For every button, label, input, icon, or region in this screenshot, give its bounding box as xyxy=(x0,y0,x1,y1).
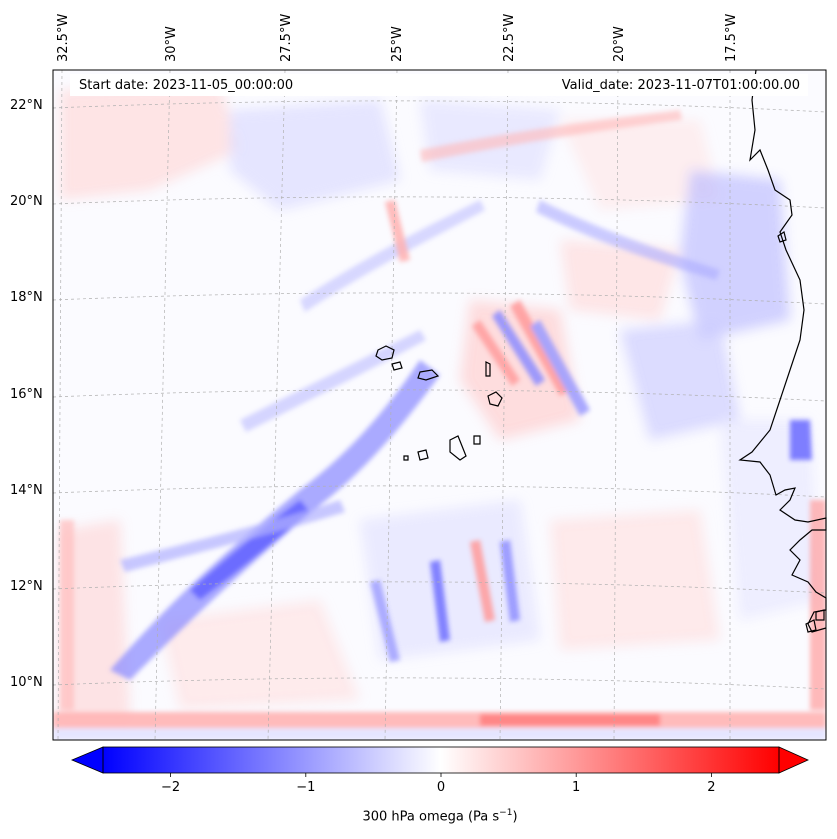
parallel-line xyxy=(53,292,826,305)
meridian-line xyxy=(267,70,286,740)
island-sao-vicente xyxy=(391,361,403,371)
omega-field xyxy=(53,85,826,740)
colorbar-label-sup: −1 xyxy=(499,808,513,818)
meridian-line xyxy=(613,70,619,740)
island-sao-nicolau xyxy=(417,369,440,381)
island-santiago xyxy=(449,435,467,461)
parallel-line xyxy=(53,389,826,402)
lat-tick-label: 16°N xyxy=(10,387,43,402)
map-frame xyxy=(52,69,827,741)
lon-tick-label: 22.5°W xyxy=(502,13,517,62)
island-boa-vista xyxy=(487,391,503,407)
info-strip xyxy=(70,74,808,96)
meridian-line xyxy=(384,70,398,740)
lat-tick-label: 14°N xyxy=(10,483,43,498)
parallel-line xyxy=(53,100,826,113)
island-brava xyxy=(403,455,409,461)
island-bijagos-3 xyxy=(777,231,787,243)
colorbar xyxy=(70,746,809,777)
colorbar-tick-label: −1 xyxy=(296,780,316,795)
lat-tick-label: 10°N xyxy=(10,675,43,690)
africa-coastline xyxy=(738,69,827,633)
lon-tick-label: 17.5°W xyxy=(724,13,739,62)
parallel-line xyxy=(53,485,826,498)
gridlines xyxy=(53,70,826,740)
island-bijagos-1 xyxy=(805,619,817,633)
parallel-line xyxy=(53,196,826,209)
colorbar-tick-label: 0 xyxy=(436,780,446,795)
colorbar-ticks xyxy=(170,773,712,777)
lat-tick-label: 12°N xyxy=(10,579,43,594)
meridian-line xyxy=(57,70,63,740)
meridian-line xyxy=(499,70,509,740)
valid-date-label: Valid_date: 2023-11-07T01:00:00.00 xyxy=(561,78,800,93)
lon-tick-label: 32.5°W xyxy=(56,13,71,62)
lat-tick-label: 20°N xyxy=(10,194,43,209)
lon-tick-label: 20°W xyxy=(612,26,627,62)
colorbar-tick-label: 1 xyxy=(572,780,581,795)
colorbar-tick-label: −2 xyxy=(161,780,181,795)
lat-tick-label: 18°N xyxy=(10,290,43,305)
parallel-line xyxy=(53,581,826,594)
island-maio xyxy=(473,435,481,445)
island-santo-antao xyxy=(375,345,395,361)
lon-tick-label: 27.5°W xyxy=(279,13,294,62)
start-date-label: Start date: 2023-11-05_00:00:00 xyxy=(79,78,294,93)
island-bijagos-2 xyxy=(815,609,825,621)
colorbar-tick-label: 2 xyxy=(707,780,716,795)
meridian-line xyxy=(154,70,171,740)
colorbar-extend-max xyxy=(778,746,809,774)
colorbar-label-main: 300 hPa omega (Pa s xyxy=(362,809,500,825)
island-fogo xyxy=(417,449,429,461)
island-sal xyxy=(485,361,491,377)
colorbar-label-tail: ) xyxy=(512,809,518,825)
parallel-line xyxy=(53,677,826,690)
colorbar-bar xyxy=(103,747,779,773)
coastlines xyxy=(375,69,827,633)
colorbar-extend-min xyxy=(70,746,104,774)
lon-tick-label: 25°W xyxy=(390,26,405,62)
lat-tick-label: 22°N xyxy=(10,98,43,113)
lon-tick-label: 30°W xyxy=(164,26,179,62)
colorbar-label: 300 hPa omega (Pa s−1) xyxy=(0,808,837,824)
